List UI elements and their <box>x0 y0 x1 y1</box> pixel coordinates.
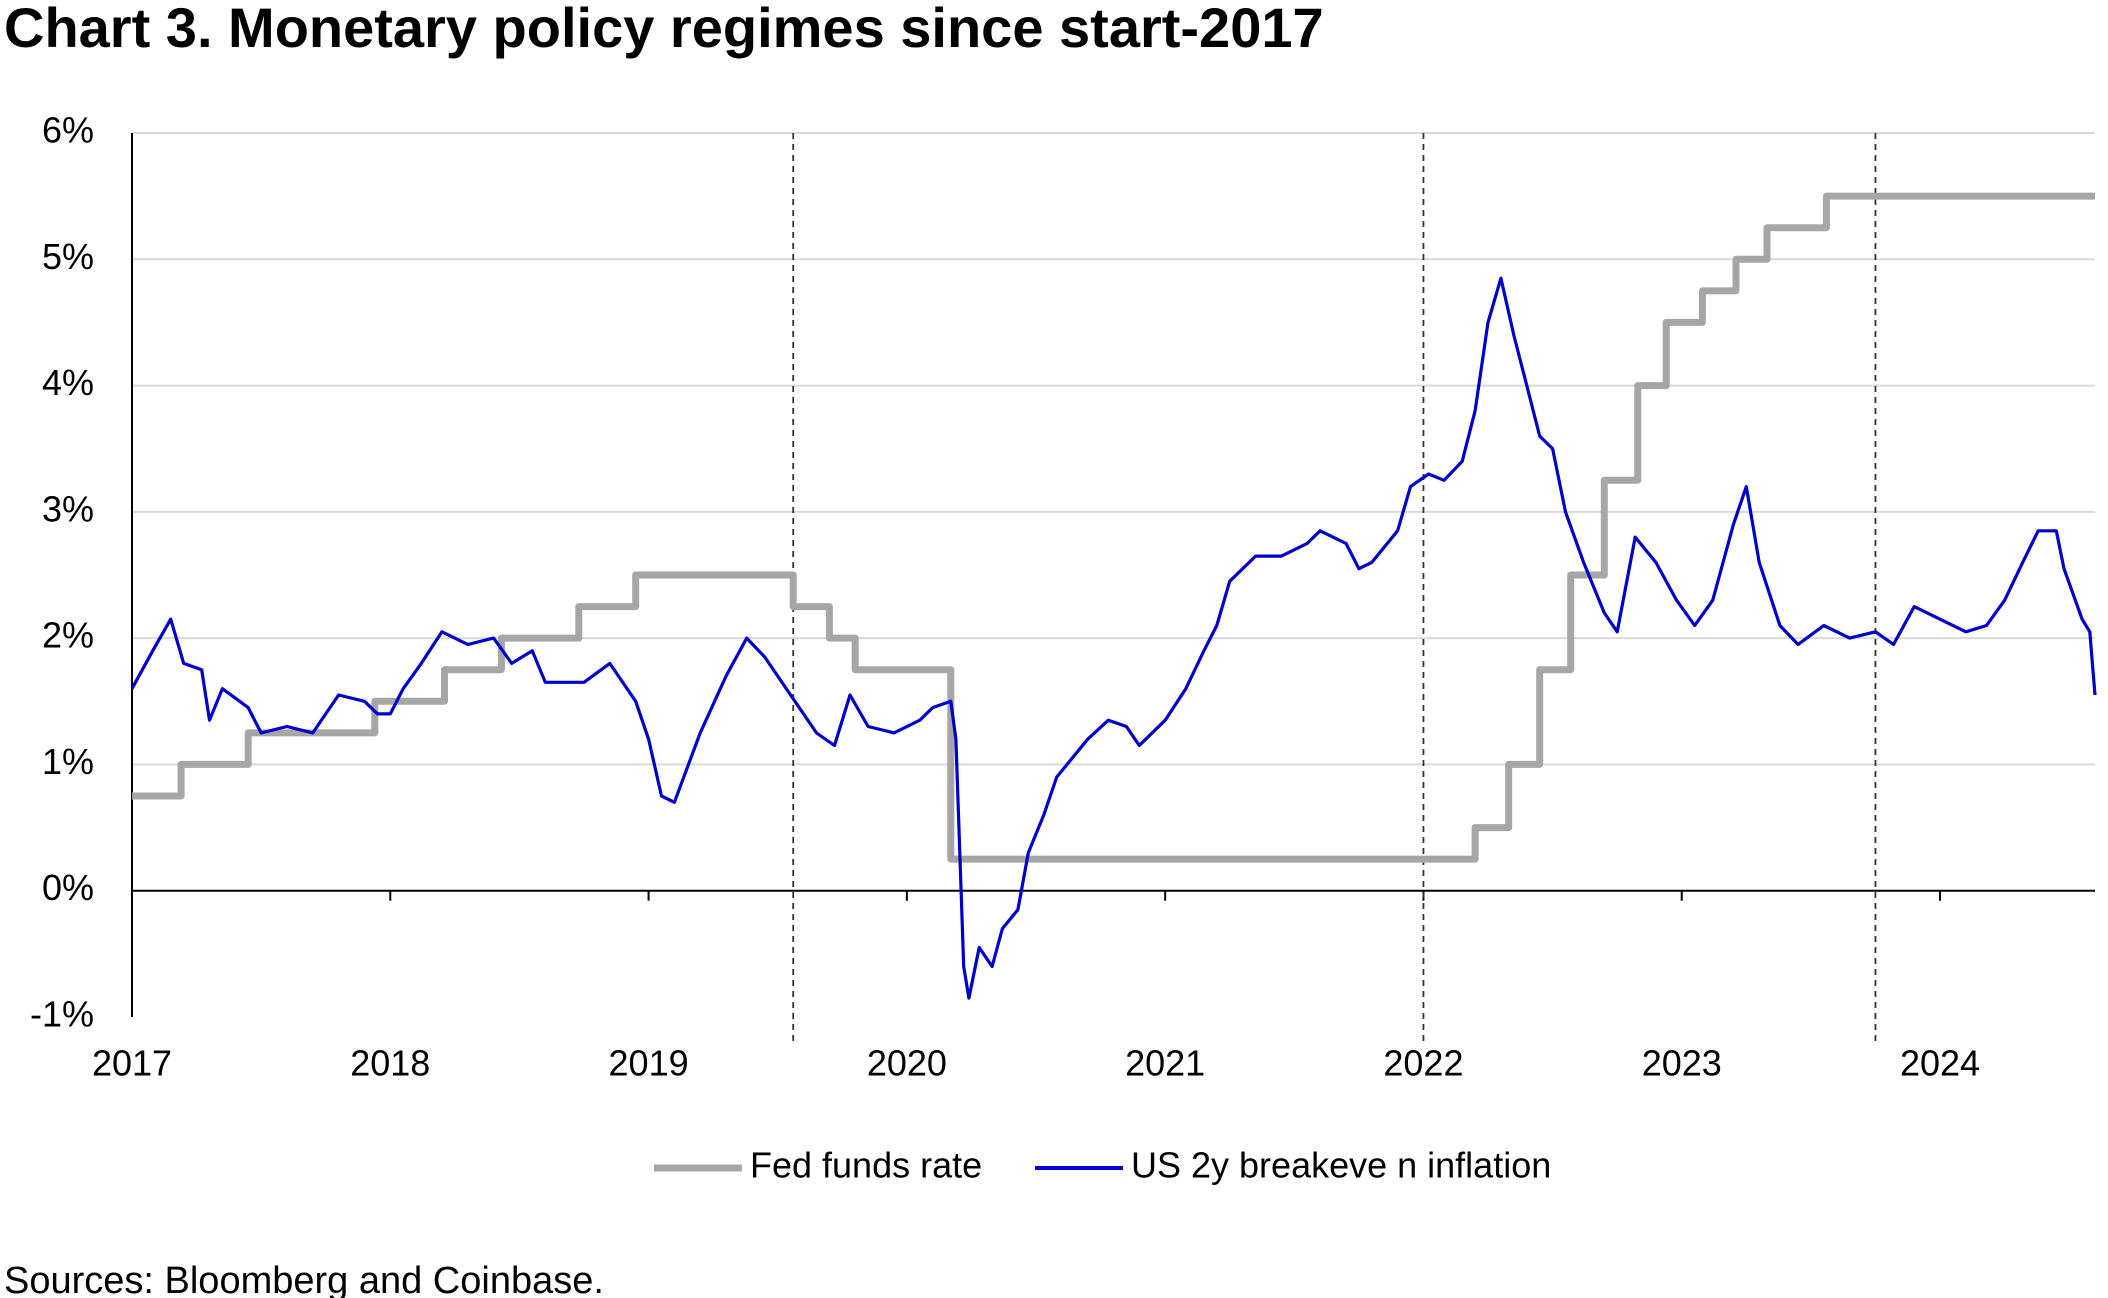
source-note: Sources: Bloomberg and Coinbase. <box>4 1260 604 1298</box>
y-tick-label: 6% <box>42 110 94 151</box>
series-line <box>132 192 2095 863</box>
y-tick-label: 3% <box>42 488 94 529</box>
y-tick-label: 2% <box>42 615 94 656</box>
y-tick-label: 0% <box>42 867 94 908</box>
x-tick-label: 2019 <box>609 1043 689 1084</box>
x-tick-label: 2024 <box>1900 1043 1980 1084</box>
y-tick-label: 4% <box>42 362 94 403</box>
legend-label: US 2y breakeve n inflation <box>1131 1145 1551 1186</box>
x-tick-label: 2020 <box>867 1043 947 1084</box>
x-tick-label: 2021 <box>1125 1043 1205 1084</box>
x-tick-label: 2017 <box>92 1043 172 1084</box>
x-tick-label: 2022 <box>1383 1043 1463 1084</box>
legend-label: Fed funds rate <box>750 1145 982 1186</box>
y-tick-label: 5% <box>42 236 94 277</box>
x-tick-label: 2023 <box>1642 1043 1722 1084</box>
y-tick-label: -1% <box>30 994 94 1035</box>
chart-title: Chart 3. Monetary policy regimes since s… <box>4 0 1324 59</box>
series-line <box>130 276 2097 1000</box>
y-tick-label: 1% <box>42 741 94 782</box>
x-tick-label: 2018 <box>350 1043 430 1084</box>
